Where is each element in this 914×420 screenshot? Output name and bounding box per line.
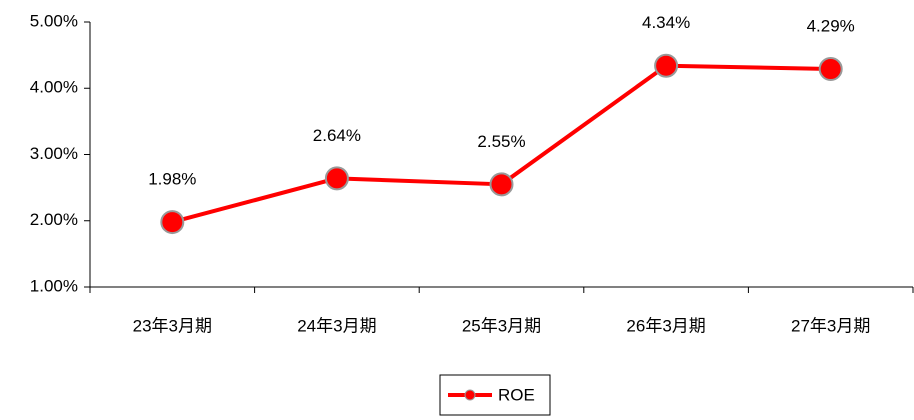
data-point	[818, 57, 843, 82]
x-tick-label: 24年3月期	[297, 316, 376, 335]
data-label: 1.98%	[148, 170, 196, 189]
legend-marker	[464, 389, 476, 401]
y-tick-label: 3.00%	[30, 144, 78, 163]
x-tick-label: 26年3月期	[626, 316, 705, 335]
data-point	[489, 172, 514, 197]
data-label: 4.29%	[807, 17, 855, 36]
y-tick-label: 4.00%	[30, 78, 78, 97]
legend-label: ROE	[498, 385, 535, 404]
x-tick-label: 23年3月期	[133, 316, 212, 335]
data-point	[324, 166, 349, 191]
data-label: 2.55%	[477, 132, 525, 151]
x-tick-label: 27年3月期	[791, 316, 870, 335]
x-tick-label: 25年3月期	[462, 316, 541, 335]
y-tick-label: 5.00%	[30, 11, 78, 30]
data-point	[654, 53, 679, 78]
data-point	[160, 210, 185, 235]
data-label: 4.34%	[642, 13, 690, 32]
data-label: 2.64%	[313, 126, 361, 145]
y-tick-label: 1.00%	[30, 276, 78, 295]
y-tick-label: 2.00%	[30, 210, 78, 229]
